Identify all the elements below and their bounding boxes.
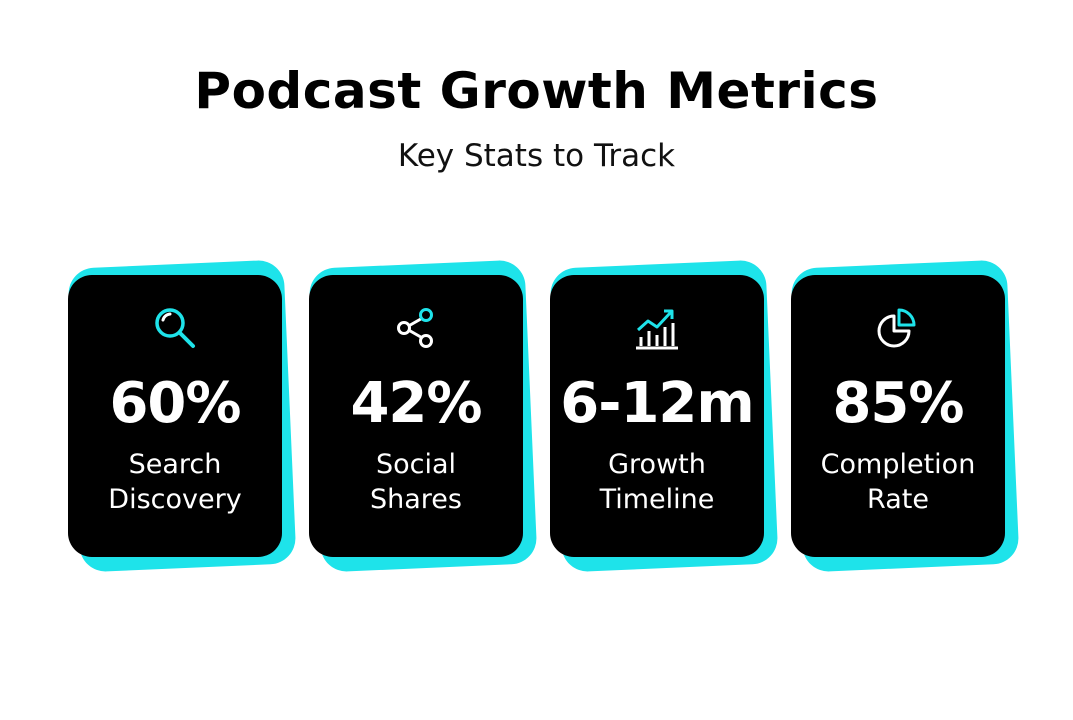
card-body: 60% Search Discovery [68,275,282,557]
magnifier-icon [150,303,200,353]
card-body: 6-12m Growth Timeline [550,275,764,557]
stat-value: 60% [109,371,241,436]
stat-label-line1: Growth [608,449,706,480]
stat-label-line2: Rate [867,484,929,515]
share-icon [391,303,441,353]
stat-card-search-discovery: 60% Search Discovery [67,259,297,573]
stat-value: 6-12m [560,371,754,436]
growth-chart-icon [632,303,682,353]
page-subtitle: Key Stats to Track [397,138,676,174]
stat-card-growth-timeline: 6-12m Growth Timeline [549,259,779,573]
stat-label-line1: Completion [820,449,976,480]
stat-label: Growth Timeline [557,447,757,517]
card-body: 85% Completion Rate [791,275,1005,557]
stat-label-line1: Search [128,449,222,480]
stat-label: Social Shares [316,447,516,517]
stat-label: Completion Rate [798,447,998,517]
stat-value: 42% [350,371,482,436]
card-body: 42% Social Shares [309,275,523,557]
stat-label-line2: Shares [370,484,462,515]
stat-card-completion-rate: 85% Completion Rate [790,259,1020,573]
stat-label-line1: Social [375,449,457,480]
stat-label: Search Discovery [75,447,275,517]
stat-card-social-shares: 42% Social Shares [308,259,538,573]
stat-label-line2: Discovery [108,484,242,515]
page-title: Podcast Growth Metrics [194,62,879,120]
pie-chart-icon [873,303,923,353]
stat-value: 85% [832,371,964,436]
stat-label-line2: Timeline [599,484,715,515]
